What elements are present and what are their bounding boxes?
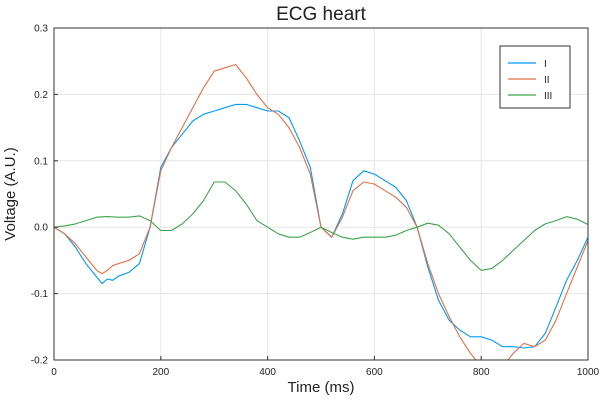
legend-label-I: I: [544, 59, 547, 70]
legend-box: [499, 45, 571, 109]
y-axis-label: Voltage (A.U.): [2, 147, 19, 240]
x-tick-label: 0: [51, 367, 57, 378]
x-tick-label: 800: [473, 367, 490, 378]
legend: I II III: [499, 45, 571, 109]
y-tick-label: 0.1: [34, 156, 48, 167]
y-tick-label: 0.2: [34, 90, 48, 101]
y-tick-label: 0.0: [34, 223, 48, 234]
legend-label-III: III: [544, 91, 552, 102]
series-layer: [54, 63, 588, 360]
y-tick-label: -0.2: [31, 356, 49, 367]
y-tick-label: -0.1: [31, 289, 49, 300]
x-tick-label: 200: [152, 367, 169, 378]
y-tick-label: 0.3: [34, 24, 48, 35]
x-tick-label: 400: [259, 367, 276, 378]
series-line-III: [54, 181, 588, 271]
plot-frame: [53, 27, 589, 361]
x-tick-label: 600: [366, 367, 383, 378]
legend-label-II: II: [544, 75, 550, 86]
x-tick-label: 1000: [577, 367, 600, 378]
series-line-II: [54, 63, 588, 360]
series-line-I: [54, 103, 588, 349]
tick-layer: 0 200 400 600 800 1000 -0.2 -0.1 0.0 0.1 0.2 0.3: [31, 24, 600, 379]
x-axis-label: Time (ms): [288, 379, 355, 396]
chart-title: ECG heart: [276, 4, 366, 25]
